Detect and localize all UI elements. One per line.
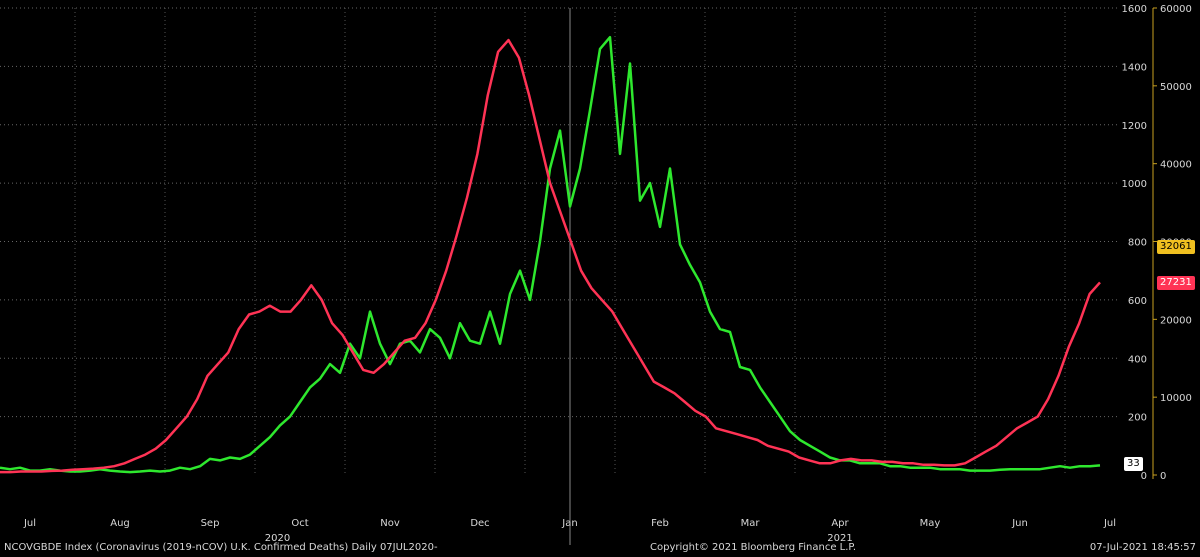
footer-timestamp: 07-Jul-2021 18:45:57 xyxy=(1089,542,1196,553)
x-tick-label: Nov xyxy=(380,518,400,529)
series-lines xyxy=(0,35,1101,474)
x-tick-label: Dec xyxy=(470,518,489,529)
right-tick-label: 50000 xyxy=(1160,82,1192,93)
year-label: 2021 xyxy=(827,533,852,544)
left-tick-label: 1600 xyxy=(1122,4,1147,15)
x-tick-label: Jan xyxy=(561,518,577,529)
right-tick-label: 20000 xyxy=(1160,315,1192,326)
left-tick-label: 1400 xyxy=(1122,62,1147,73)
last-value-badge-deaths: 33 xyxy=(1124,457,1143,471)
x-tick-label: Apr xyxy=(831,518,849,529)
footer: NCOVGBDE Index (Coronavirus (2019-nCOV) … xyxy=(0,539,1200,557)
left-tick-label: 600 xyxy=(1128,296,1147,307)
gridlines xyxy=(0,7,1118,545)
left-tick-label: 400 xyxy=(1128,354,1147,365)
x-tick-label: Mar xyxy=(741,518,761,529)
x-tick-label: Sep xyxy=(201,518,220,529)
x-tick-label: Feb xyxy=(651,518,669,529)
footer-copyright: Copyright© 2021 Bloomberg Finance L.P. xyxy=(650,542,857,553)
left-tick-label: 800 xyxy=(1128,238,1147,249)
right-tick-label: 0 xyxy=(1160,471,1166,482)
x-tick-label: Jul xyxy=(23,518,36,529)
right-tick-label: 10000 xyxy=(1160,393,1192,404)
right-tick-label: 40000 xyxy=(1160,160,1192,171)
left-tick-label: 200 xyxy=(1128,413,1147,424)
year-label: 2020 xyxy=(265,533,290,544)
left-tick-label: 1200 xyxy=(1122,121,1147,132)
series-line xyxy=(0,38,1101,474)
left-tick-label: 0 xyxy=(1141,471,1147,482)
series-line xyxy=(0,35,1101,474)
x-tick-label: Oct xyxy=(291,518,308,529)
footer-index-desc: NCOVGBDE Index (Coronavirus (2019-nCOV) … xyxy=(4,542,438,553)
left-tick-label: 1000 xyxy=(1122,179,1147,190)
x-tick-label: Aug xyxy=(110,518,130,529)
x-tick-label: May xyxy=(920,518,941,529)
left-axis-ticks: 0 200 400 600 800 1000 1200 1400 1600 xyxy=(1122,4,1147,482)
x-tick-label: Jul xyxy=(1103,518,1116,529)
last-value-badge-red: 27231 xyxy=(1157,276,1195,290)
x-tick-label: Jun xyxy=(1011,518,1028,529)
right-tick-label: 60000 xyxy=(1160,4,1192,15)
last-value-badge-yellow: 32061 xyxy=(1157,240,1195,254)
x-axis-ticks: Jul Aug Sep Oct Nov Dec Jan Feb Mar Apr May Jun Jul 2… xyxy=(23,518,1116,544)
